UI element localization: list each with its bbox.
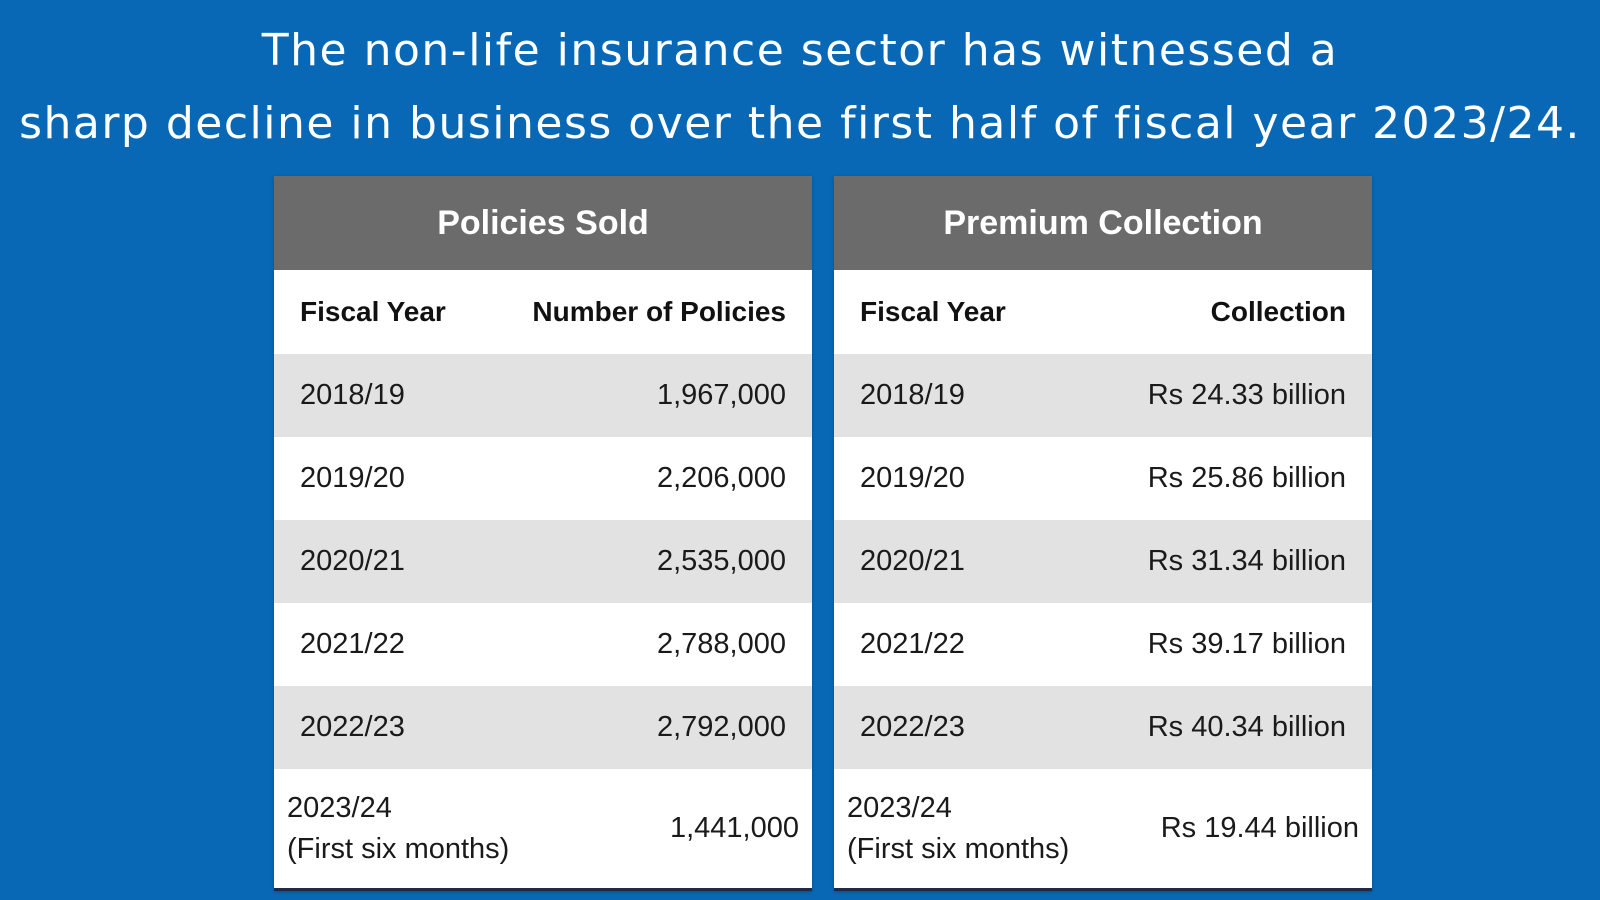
row-year: 2019/20 [300, 462, 405, 494]
row-year: 2021/22 [860, 628, 965, 660]
row-value: 2,788,000 [656, 628, 786, 660]
row-value: Rs 39.17 billion [1147, 628, 1346, 660]
headline: The non-life insurance sector has witnes… [0, 14, 1600, 160]
policies-col-fiscal-year: Fiscal Year [300, 296, 446, 327]
row-year: 2023/24 (First six months) [847, 788, 1069, 870]
table-row: 2023/24 (First six months) Rs 19.44 bill… [834, 769, 1372, 891]
premium-header-row: Fiscal Year Collection [834, 270, 1372, 354]
row-value: 2,535,000 [656, 545, 786, 577]
row-year: 2022/23 [860, 711, 965, 743]
row-year-label: 2023/24 [847, 791, 952, 824]
row-year-label: 2023/24 [287, 791, 392, 824]
row-value: 2,792,000 [656, 711, 786, 743]
table-row: 2018/19 1,967,000 [274, 354, 812, 437]
premium-collection-title: Premium Collection [834, 176, 1372, 270]
policies-col-number-line1: Number of [532, 296, 673, 327]
headline-line-2: sharp decline in business over the first… [19, 98, 1581, 149]
premium-col-fiscal-year: Fiscal Year [860, 296, 1006, 327]
table-row: 2021/22 2,788,000 [274, 603, 812, 686]
row-year: 2022/23 [300, 711, 405, 743]
row-year: 2018/19 [300, 379, 405, 411]
policies-col-number-line2: Policies [680, 296, 786, 327]
policies-header-row: Fiscal Year Number of Policies [274, 270, 812, 354]
row-value: 2,206,000 [656, 462, 786, 494]
row-year-note: (First six months) [847, 832, 1070, 865]
table-row: 2019/20 Rs 25.86 billion [834, 437, 1372, 520]
table-row: 2022/23 2,792,000 [274, 686, 812, 769]
row-year: 2020/21 [860, 545, 965, 577]
table-row: 2019/20 2,206,000 [274, 437, 812, 520]
row-year-note: (First six months) [287, 832, 510, 865]
policies-col-number: Number of Policies [532, 292, 786, 332]
row-year: 2018/19 [860, 379, 965, 411]
table-row: 2018/19 Rs 24.33 billion [834, 354, 1372, 437]
row-value: Rs 24.33 billion [1147, 379, 1346, 411]
headline-line-1: The non-life insurance sector has witnes… [261, 25, 1339, 76]
table-row: 2022/23 Rs 40.34 billion [834, 686, 1372, 769]
row-value: 1,967,000 [656, 379, 786, 411]
row-value: 1,441,000 [669, 812, 799, 844]
row-year: 2020/21 [300, 545, 405, 577]
policies-sold-title: Policies Sold [274, 176, 812, 270]
row-year: 2021/22 [300, 628, 405, 660]
row-value: Rs 19.44 billion [1160, 812, 1359, 844]
policies-sold-table: Policies Sold Fiscal Year Number of Poli… [274, 176, 812, 891]
table-row: 2020/21 Rs 31.34 billion [834, 520, 1372, 603]
premium-collection-table: Premium Collection Fiscal Year Collectio… [834, 176, 1372, 891]
table-row: 2020/21 2,535,000 [274, 520, 812, 603]
table-row: 2023/24 (First six months) 1,441,000 [274, 769, 812, 891]
row-value: Rs 25.86 billion [1147, 462, 1346, 494]
row-value: Rs 40.34 billion [1147, 711, 1346, 743]
table-row: 2021/22 Rs 39.17 billion [834, 603, 1372, 686]
premium-col-collection: Collection [1210, 296, 1346, 327]
row-value: Rs 31.34 billion [1147, 545, 1346, 577]
row-year: 2019/20 [860, 462, 965, 494]
row-year: 2023/24 (First six months) [287, 788, 509, 870]
